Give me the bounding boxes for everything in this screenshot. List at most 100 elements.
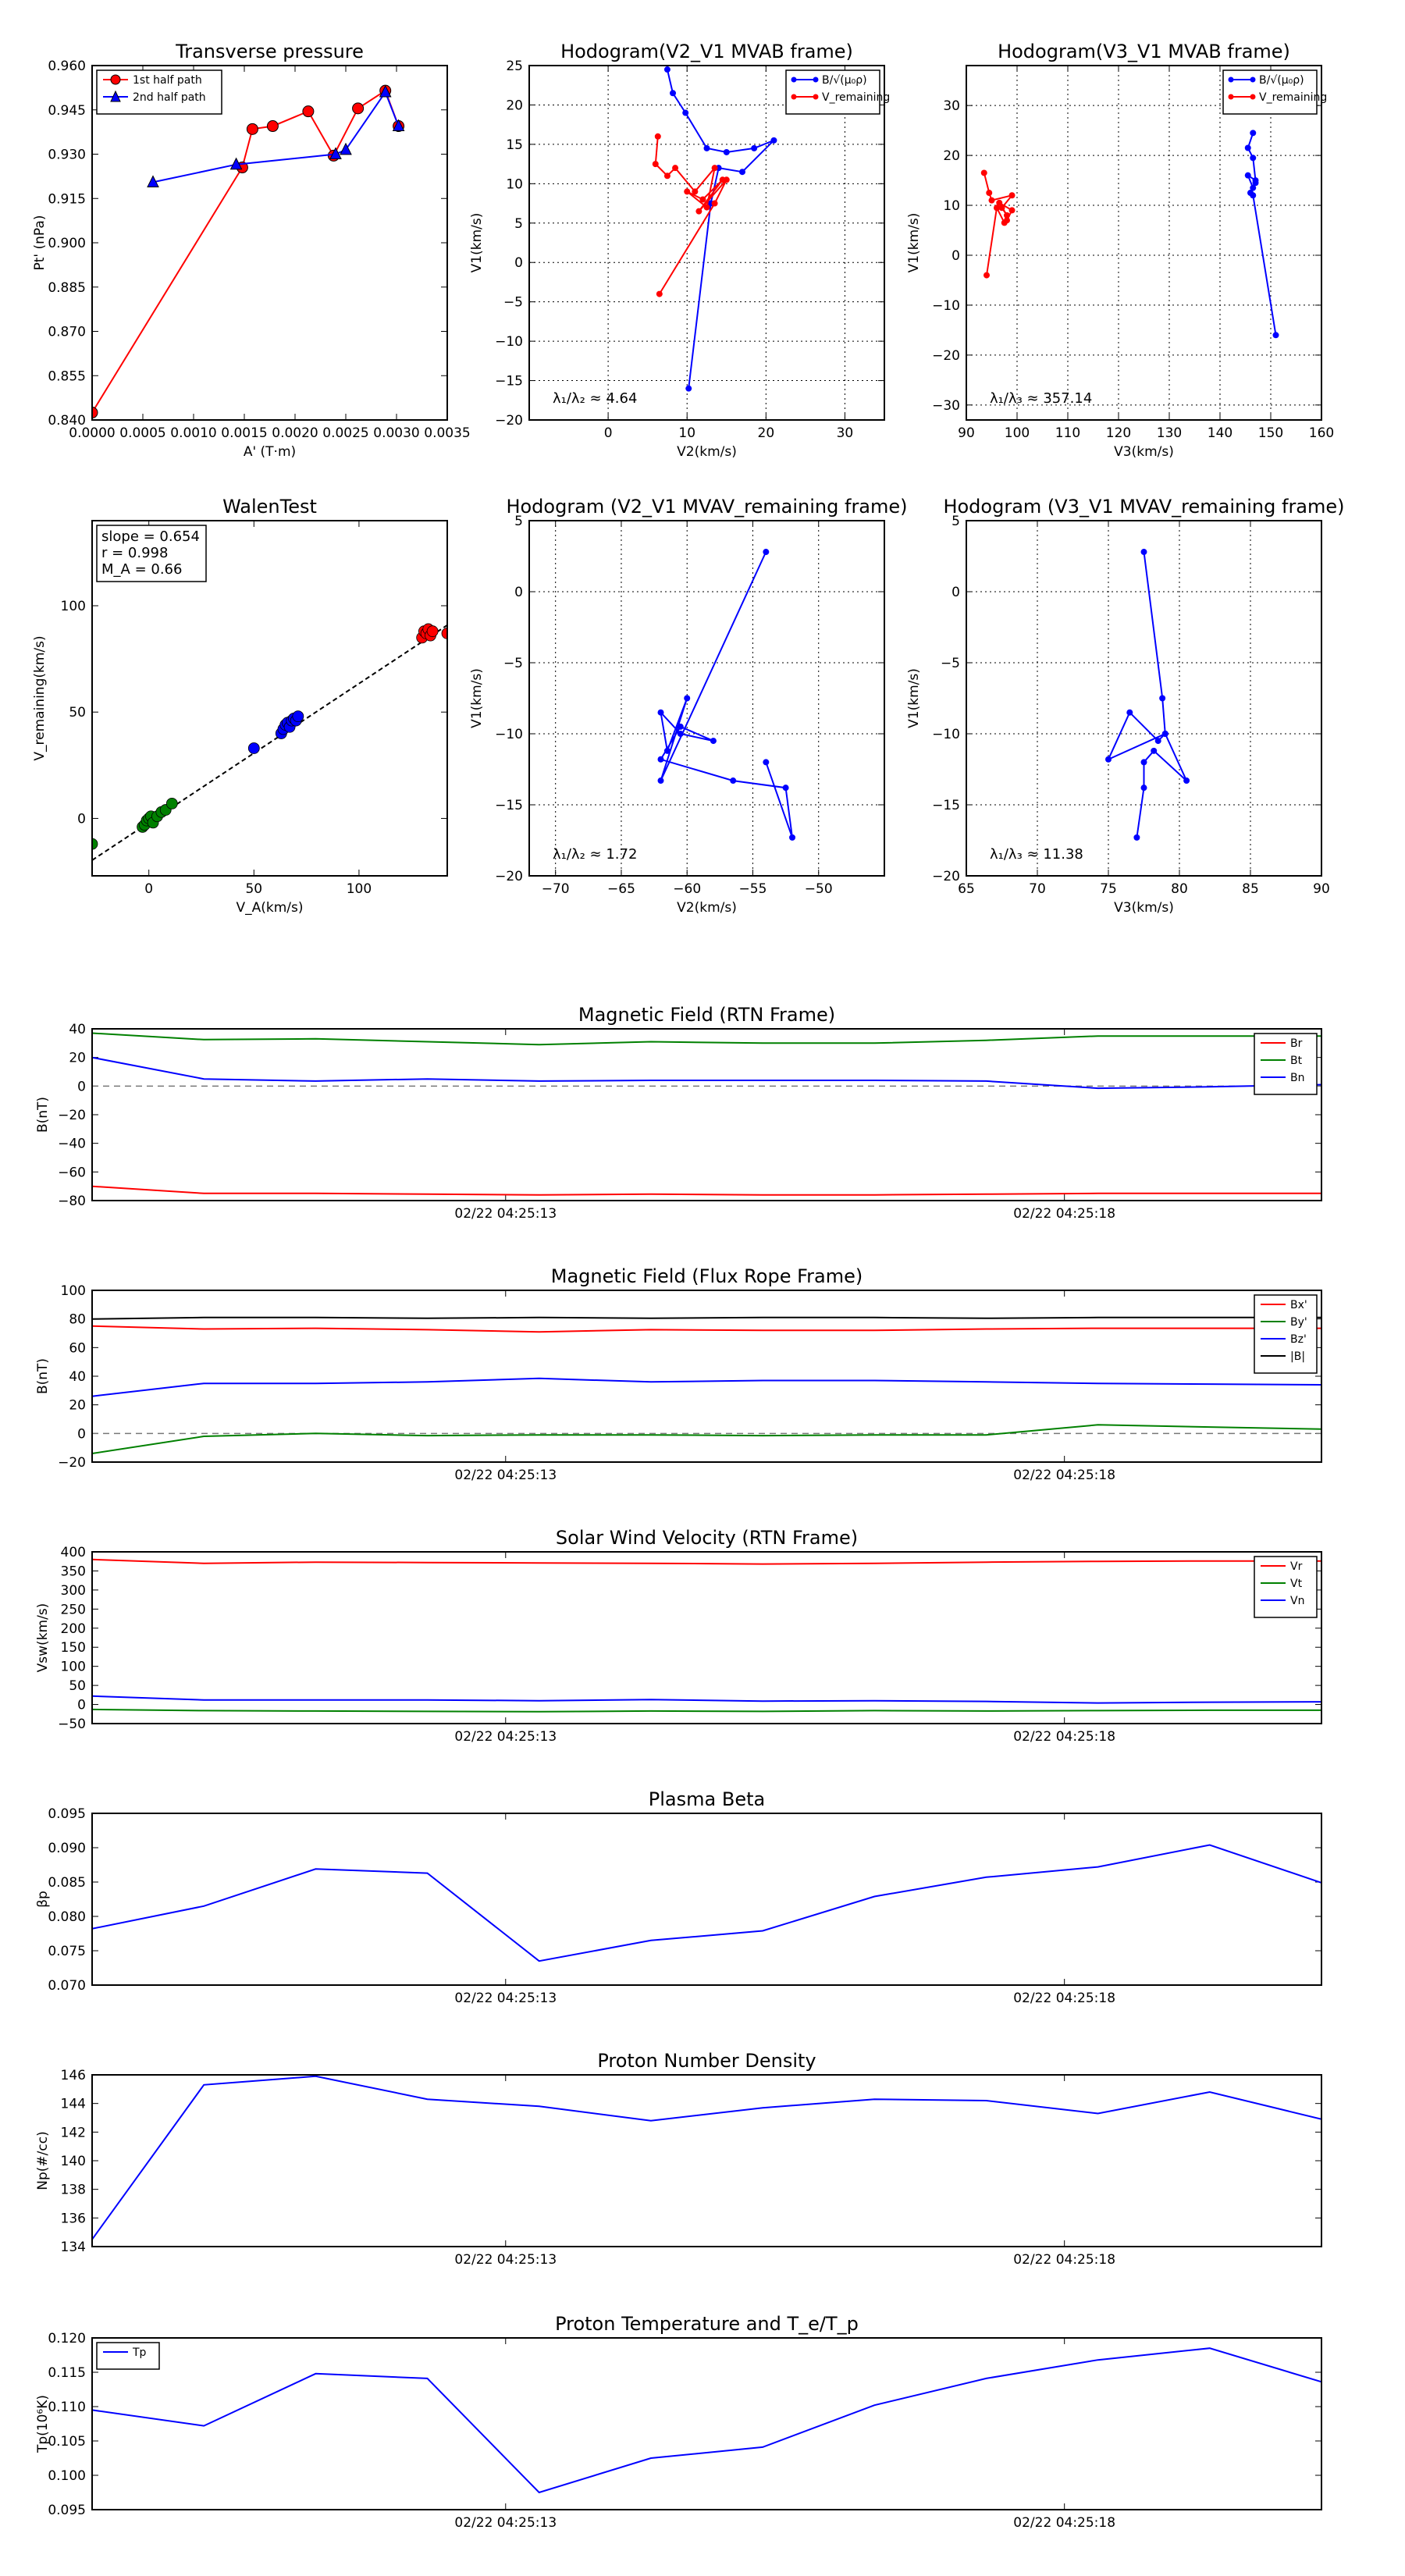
legend-label: |B| [1290, 1350, 1305, 1363]
plot-area [652, 66, 777, 392]
x-tick-label: 100 [347, 881, 372, 897]
series-0 [657, 549, 796, 841]
chart-title: Hodogram (V2_V1 MVAV_remaining frame) [506, 496, 907, 518]
y-tick-label: −20 [495, 869, 523, 884]
y-tick-label: 0.075 [48, 1944, 86, 1959]
x-tick-label: 70 [1029, 881, 1046, 897]
data-point [1008, 192, 1016, 199]
series-v-remaining [652, 133, 730, 297]
x-tick-label: 100 [1005, 425, 1030, 441]
y-tick-label: 0.930 [48, 148, 86, 163]
y-tick-label: 136 [61, 2211, 86, 2226]
data-point [654, 133, 661, 140]
series-line [92, 1032, 1321, 1046]
y-axis-label: B(nT) [35, 1358, 51, 1394]
plot-frame [91, 1813, 1322, 1986]
legend-marker [813, 94, 819, 100]
y-tick-label: 0.120 [48, 2331, 86, 2347]
plot-area [1105, 549, 1190, 841]
data-point [1001, 219, 1008, 226]
chart-solar-wind-velocity: Solar Wind Velocity (RTN Frame) 02/22 04:… [35, 1527, 1322, 1745]
chart-title: Hodogram(V3_V1 MVAB frame) [998, 41, 1290, 62]
series-bz- [92, 1377, 1321, 1397]
x-tick-label: 150 [1258, 425, 1283, 441]
data-point [147, 175, 159, 187]
chart-title: Plasma Beta [649, 1788, 765, 1810]
legend-marker [791, 94, 797, 100]
y-tick-label: 0 [77, 1698, 86, 1713]
y-tick-label: 250 [61, 1602, 86, 1617]
y-tick-label: 40 [69, 1369, 86, 1385]
series-2 [416, 623, 447, 644]
series-0 [92, 1844, 1321, 1962]
y-tick-label: 80 [69, 1312, 86, 1328]
legend-label: Vr [1290, 1560, 1303, 1573]
chart-title: Solar Wind Velocity (RTN Frame) [556, 1527, 858, 1549]
legend-marker [813, 76, 819, 83]
x-tick-label: −55 [739, 881, 767, 897]
eigenvalue-ratio: λ₁/λ₂ ≈ 1.72 [553, 846, 637, 863]
data-point [695, 208, 702, 215]
plot-area [92, 2075, 1321, 2240]
stats-line: slope = 0.654 [101, 528, 200, 545]
data-point [782, 785, 789, 792]
chart-proton-temperature: Proton Temperature and T_e/T_p 02/22 04:2… [35, 2313, 1322, 2531]
y-tick-label: 0.915 [48, 191, 86, 207]
plot-area [92, 623, 447, 861]
data-point [1250, 155, 1257, 162]
legend-marker [1250, 94, 1256, 100]
y-tick-label: 0.110 [48, 2400, 86, 2415]
legend-label: V_remaining [822, 91, 890, 104]
y-tick-label: −20 [58, 1108, 86, 1123]
y-tick-label: −15 [932, 798, 960, 813]
x-tick-label: 10 [678, 425, 695, 441]
y-tick-label: 134 [61, 2240, 86, 2255]
y-axis-label: Vsw(km/s) [35, 1603, 51, 1673]
y-tick-label: 0 [77, 811, 86, 827]
x-axis-label: V2(km/s) [677, 444, 737, 460]
plot-frame [528, 65, 885, 421]
y-axis-label: V1(km/s) [906, 668, 922, 728]
chart-title: Hodogram(V2_V1 MVAB frame) [560, 41, 853, 62]
x-tick-label: 75 [1100, 881, 1117, 897]
x-tick-label: 20 [758, 425, 775, 441]
y-tick-label: −5 [503, 295, 523, 311]
y-axis-label: B(nT) [35, 1097, 51, 1133]
plot-frame [528, 520, 885, 877]
chart-hodogram-v3v1-mvab: Hodogram(V3_V1 MVAB frame)90 100 110 120 130… [906, 41, 1334, 460]
series-line [92, 1377, 1321, 1397]
x-tick-label: −50 [805, 881, 833, 897]
data-point [329, 147, 342, 159]
series-0 [92, 797, 178, 850]
legend-label: Br [1290, 1037, 1303, 1050]
data-point [1244, 172, 1251, 179]
x-tick-label: 0.0010 [170, 425, 216, 441]
y-tick-label: 15 [506, 137, 523, 153]
y-axis-label: Tp(10⁶K) [35, 2395, 51, 2453]
chart-magnetic-field-flux-rope: Magnetic Field (Flux Rope Frame) 02/22 04… [35, 1265, 1322, 1483]
data-point [663, 747, 670, 754]
data-point [1126, 709, 1133, 716]
y-tick-label: 0.960 [48, 59, 86, 74]
x-tick-label: 110 [1055, 425, 1080, 441]
data-point [165, 797, 178, 809]
y-tick-label: −20 [58, 1455, 86, 1471]
data-point [92, 407, 98, 419]
data-point [1140, 759, 1147, 766]
legend-label: Bx' [1290, 1299, 1307, 1311]
x-tick-label: 0.0035 [424, 425, 470, 441]
chart-hodogram-v2v1-mvab: Hodogram(V2_V1 MVAB frame) 0 10 20 30 −20 −15 −… [469, 41, 890, 460]
legend: Tp [96, 2342, 160, 2370]
data-point [1159, 695, 1166, 702]
legend-marker [791, 76, 797, 83]
x-tick-label: 160 [1309, 425, 1334, 441]
x-tick-label: 02/22 04:25:13 [454, 1468, 557, 1483]
x-tick-label: 02/22 04:25:13 [454, 1206, 557, 1222]
data-point [739, 169, 745, 176]
legend: B/√(μ₀ρ) V_remaining [785, 69, 890, 115]
series-vt [92, 1708, 1321, 1713]
plot-area [92, 1316, 1321, 1454]
series-line [92, 2075, 1321, 2240]
y-tick-label: 142 [61, 2125, 86, 2140]
